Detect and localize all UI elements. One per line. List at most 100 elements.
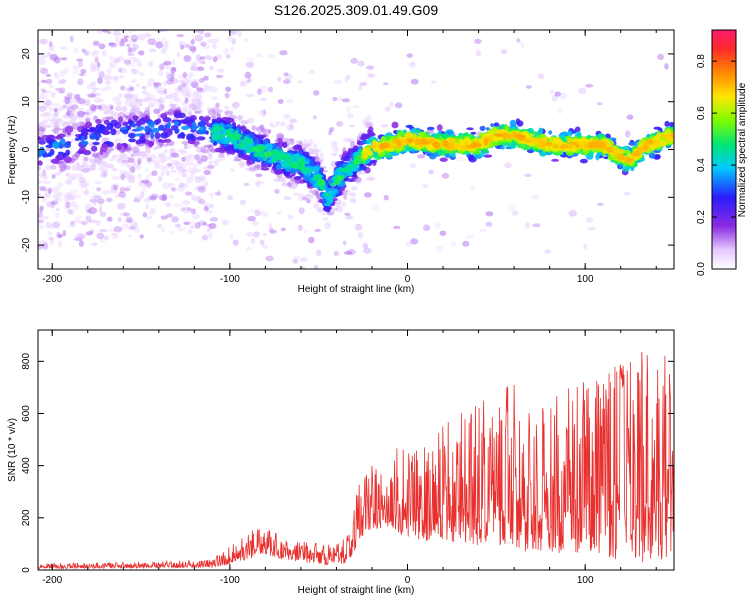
- heatmap-cell: [155, 41, 163, 49]
- heatmap-cell: [579, 158, 588, 164]
- heatmap-cell: [314, 264, 318, 269]
- heatmap-cell: [198, 185, 207, 193]
- heatmap-cell: [292, 192, 301, 196]
- heatmap-cell: [142, 89, 148, 95]
- heatmap-cell: [178, 182, 185, 188]
- heatmap-cell: [58, 160, 65, 165]
- heatmap-cell: [615, 148, 624, 155]
- heatmap-cell: [444, 153, 452, 158]
- heatmap-cell: [137, 151, 146, 157]
- heatmap-cell: [69, 35, 74, 43]
- heatmap-cell: [475, 49, 482, 57]
- heatmap-cell: [259, 134, 264, 142]
- heatmap-cell: [70, 221, 75, 226]
- heatmap-cell: [192, 104, 198, 112]
- heatmap-cell: [153, 146, 159, 151]
- heatmap-cell: [121, 126, 128, 130]
- heatmap-cell: [44, 124, 51, 128]
- heatmap-cell: [160, 169, 165, 177]
- heatmap-cell: [586, 217, 594, 223]
- heatmap-cell: [198, 30, 205, 34]
- heatmap-cell: [118, 93, 123, 97]
- heatmap-cell: [367, 73, 375, 77]
- heatmap-cell: [224, 111, 229, 115]
- heatmap-cell: [362, 147, 368, 153]
- heatmap-cell: [361, 133, 367, 141]
- heatmap-cell: [303, 139, 308, 143]
- snr-frame: [37, 329, 675, 571]
- heatmap-cell: [162, 21, 170, 27]
- heatmap-cell: [389, 101, 395, 108]
- heatmap-cell: [370, 159, 378, 163]
- heatmap-cell: [352, 105, 360, 109]
- heatmap-cell: [516, 120, 524, 127]
- heatmap-cell: [41, 89, 47, 94]
- heatmap-cell: [162, 117, 172, 123]
- heatmap-cell: [197, 66, 205, 71]
- heatmap-cell: [455, 155, 464, 162]
- heatmap-cell: [52, 221, 61, 228]
- heatmap-cell: [405, 124, 414, 128]
- heatmap-cell: [532, 223, 541, 228]
- colorbar-gradient: [712, 30, 736, 269]
- heatmap-cell: [131, 106, 141, 114]
- heatmap-cell: [81, 221, 88, 226]
- heatmap-cell: [184, 43, 192, 49]
- heatmap-cell: [664, 63, 669, 70]
- heatmap-cell: [559, 144, 568, 149]
- heatmap-cell: [89, 126, 97, 132]
- heatmap-cell: [106, 147, 115, 152]
- heatmap-cell: [38, 58, 46, 66]
- heatmap-cell: [519, 143, 529, 149]
- heatmap-cell: [363, 152, 367, 160]
- heatmap-cell: [432, 141, 440, 149]
- heatmap-cell: [200, 41, 207, 47]
- heatmap-cell: [213, 159, 219, 167]
- figure-title: S126.2025.309.01.49.G09: [274, 2, 438, 18]
- heatmap-cell: [257, 88, 262, 95]
- heatmap-cell: [38, 106, 47, 112]
- heatmap-cell: [225, 86, 232, 92]
- heatmap-cell: [465, 234, 475, 239]
- heatmap-cell: [176, 51, 181, 58]
- heatmap-cell: [99, 211, 107, 218]
- heatmap-cell: [350, 140, 355, 148]
- heatmap-cell: [38, 140, 46, 145]
- heatmap-cell: [642, 144, 649, 151]
- heatmap-cell: [252, 146, 261, 152]
- heatmap-cell: [273, 156, 278, 161]
- heatmap-cell: [405, 241, 412, 247]
- heatmap-cell: [224, 130, 232, 134]
- heatmap-cell: [44, 99, 52, 106]
- heatmap-cell: [323, 205, 332, 212]
- heatmap-cell: [383, 82, 389, 86]
- heatmap-cell: [108, 42, 115, 46]
- heatmap-cell: [41, 79, 47, 84]
- heatmap-cell: [128, 157, 135, 164]
- heatmap-cell: [91, 87, 100, 91]
- heatmap-cell: [308, 70, 315, 74]
- heatmap-cell: [160, 227, 165, 233]
- heatmap-cell: [127, 53, 135, 56]
- heatmap-cell: [274, 151, 283, 156]
- heatmap-cell: [203, 170, 211, 176]
- heatmap-cell: [259, 124, 265, 131]
- snr-x-tick-label: 100: [577, 575, 594, 586]
- heatmap-cell: [366, 140, 371, 145]
- heatmap-cell: [70, 200, 77, 208]
- heatmap-cell: [321, 192, 326, 197]
- heatmap-cell: [261, 167, 270, 171]
- heatmap-cell: [367, 150, 373, 156]
- heatmap-cell: [274, 120, 281, 126]
- heatmap-cell: [103, 235, 109, 241]
- heatmap-cell: [209, 217, 219, 222]
- heatmap-cell: [208, 24, 212, 28]
- heatmap-cell: [182, 71, 187, 79]
- heatmap-cell: [57, 151, 64, 155]
- heatmap-cell: [240, 125, 246, 133]
- heatmap-cell: [524, 139, 533, 143]
- heatmap-cell: [414, 130, 422, 134]
- snr-y-tick-label: 200: [21, 509, 32, 526]
- heatmap-cell: [57, 233, 63, 239]
- heatmap-cell: [190, 38, 195, 45]
